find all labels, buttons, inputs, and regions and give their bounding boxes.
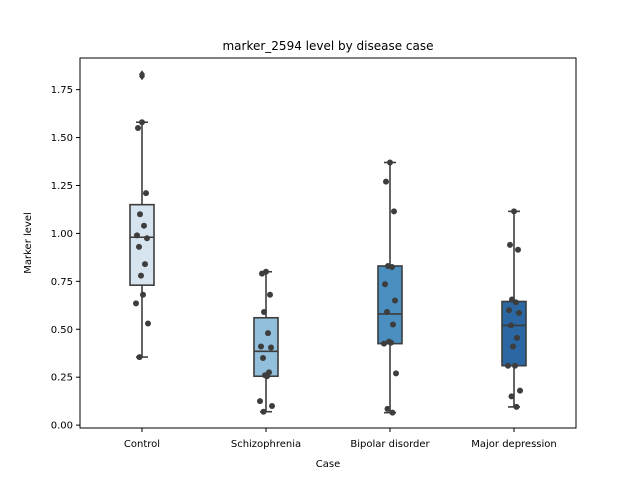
data-point <box>264 373 270 380</box>
points-2 <box>257 268 275 415</box>
data-point <box>265 330 271 337</box>
outlier-marker <box>139 70 145 79</box>
data-point <box>257 398 263 405</box>
y-tick-label: 1.00 <box>51 229 73 240</box>
y-tick-label: 0.00 <box>51 421 73 432</box>
data-point <box>515 246 521 253</box>
data-point <box>511 208 517 215</box>
data-point <box>389 263 395 270</box>
y-tick-label: 0.25 <box>51 373 73 384</box>
point-series <box>133 119 523 416</box>
data-point <box>383 178 389 185</box>
data-point <box>514 334 520 341</box>
data-point <box>144 235 150 242</box>
x-tick-label: Schizophrenia <box>231 439 301 450</box>
x-tick-label: Bipolar disorder <box>350 439 430 450</box>
y-axis: 0.00 0.25 0.50 0.75 1.00 1.25 1.50 1.75 <box>51 85 80 432</box>
y-tick-label: 1.25 <box>51 181 73 192</box>
box-2 <box>253 270 279 413</box>
data-point <box>269 402 275 409</box>
data-point <box>135 124 141 131</box>
data-point <box>508 393 515 400</box>
data-point <box>507 241 513 248</box>
data-point <box>137 211 143 218</box>
data-point <box>260 355 266 362</box>
points-3 <box>381 159 399 416</box>
box-body <box>129 203 155 286</box>
chart-title: marker_2594 level by disease case <box>222 39 433 53</box>
box-body <box>501 300 527 367</box>
data-point <box>260 408 267 415</box>
data-point <box>261 309 267 316</box>
data-point <box>145 320 151 327</box>
data-point <box>512 362 518 369</box>
plot-area <box>80 58 576 428</box>
data-point <box>388 339 394 346</box>
y-tick-label: 1.50 <box>51 133 73 144</box>
data-point <box>393 370 399 377</box>
data-point <box>384 309 390 316</box>
data-point <box>140 291 146 298</box>
data-point <box>143 190 149 197</box>
y-tick-label: 1.75 <box>51 85 73 96</box>
data-point <box>505 362 511 369</box>
data-point <box>381 340 387 347</box>
box-4 <box>501 210 527 408</box>
data-point <box>136 243 142 250</box>
points-4 <box>505 208 523 410</box>
data-point <box>508 322 514 329</box>
data-point <box>259 270 265 277</box>
data-point <box>513 299 519 306</box>
box-series <box>129 70 527 414</box>
points-1 <box>133 119 151 361</box>
data-point <box>136 354 143 361</box>
x-axis: Control Schizophrenia Bipolar disorder Majo… <box>124 428 557 450</box>
data-point <box>510 343 516 350</box>
data-point <box>268 344 274 351</box>
data-point <box>506 307 512 314</box>
data-point <box>139 119 145 126</box>
y-tick-label: 0.50 <box>51 325 73 336</box>
x-axis-label: Case <box>316 459 340 470</box>
y-tick-label: 0.75 <box>51 277 73 288</box>
data-point <box>392 297 398 304</box>
data-point <box>387 159 393 166</box>
data-point <box>384 405 391 412</box>
data-point <box>258 343 264 350</box>
box-body <box>377 265 403 345</box>
data-point <box>382 281 388 288</box>
y-axis-label: Marker level <box>23 212 34 274</box>
data-point <box>267 291 273 298</box>
plot-frame <box>79 57 577 429</box>
x-tick-label: Major depression <box>471 439 557 450</box>
data-point <box>133 300 139 307</box>
data-point <box>390 321 396 328</box>
data-point <box>517 387 523 394</box>
box-body <box>253 316 279 378</box>
data-point <box>516 309 522 316</box>
data-point <box>391 208 397 215</box>
data-point <box>513 403 520 410</box>
data-point <box>138 272 144 279</box>
data-point <box>134 232 140 239</box>
box-1 <box>129 70 155 358</box>
data-point <box>142 261 148 268</box>
data-point <box>389 409 396 416</box>
data-point <box>141 222 147 229</box>
x-tick-label: Control <box>124 439 160 450</box>
